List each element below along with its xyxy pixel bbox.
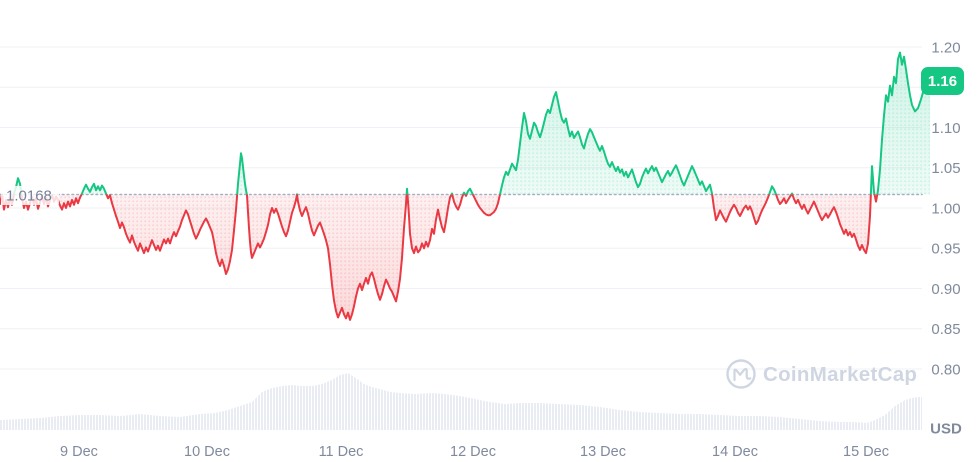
current-price-badge: 1.16 xyxy=(921,67,964,95)
x-axis-labels: 9 Dec 10 Dec 11 Dec 12 Dec 13 Dec 14 Dec 15 De… xyxy=(60,444,889,460)
x-tick-label-14-Dec: 14 Dec xyxy=(712,444,758,460)
volume-area xyxy=(0,373,922,430)
x-tick-label-9-Dec: 9 Dec xyxy=(60,444,98,460)
current-price-badge-label: 1.16 xyxy=(928,73,957,90)
y-tick-label-1.05: 1.05 xyxy=(931,160,960,177)
price-line-up xyxy=(0,51,931,195)
area-fill-below-gradient xyxy=(0,194,930,320)
y-axis-labels: 1.20 1.10 1.05 1.00 0.95 0.90 0.85 0.80 USD xyxy=(930,39,962,437)
y-tick-label-0.90: 0.90 xyxy=(931,281,960,298)
x-tick-label-15-Dec: 15 Dec xyxy=(843,444,889,460)
y-tick-label-0.85: 0.85 xyxy=(931,321,960,338)
x-tick-label-13-Dec: 13 Dec xyxy=(580,444,626,460)
y-tick-label-1.20: 1.20 xyxy=(931,39,960,56)
baseline-label: 1.0168 xyxy=(6,188,52,205)
x-tick-label-12-Dec: 12 Dec xyxy=(450,444,496,460)
coinmarketcap-logo-icon xyxy=(726,359,756,389)
baseline-label-bg xyxy=(1,186,59,205)
price-line-down xyxy=(0,194,879,321)
y-axis-unit-label: USD xyxy=(930,420,962,437)
y-tick-label-1.00: 1.00 xyxy=(931,200,960,217)
coinmarketcap-logo-m-icon xyxy=(733,367,752,382)
watermark: CoinMarketCap xyxy=(726,359,917,389)
area-fill-above-dots xyxy=(1,52,930,195)
y-tick-label-0.95: 0.95 xyxy=(931,241,960,258)
y-tick-label-0.80: 0.80 xyxy=(931,361,960,378)
x-tick-label-10-Dec: 10 Dec xyxy=(184,444,230,460)
area-fill-below-dots xyxy=(0,194,930,320)
current-price-badge-bg xyxy=(921,67,964,95)
x-tick-label-11-Dec: 11 Dec xyxy=(319,444,364,460)
area-fill-above-gradient xyxy=(1,52,930,195)
y-tick-label-1.10: 1.10 xyxy=(931,120,960,137)
watermark-text: CoinMarketCap xyxy=(763,363,917,386)
